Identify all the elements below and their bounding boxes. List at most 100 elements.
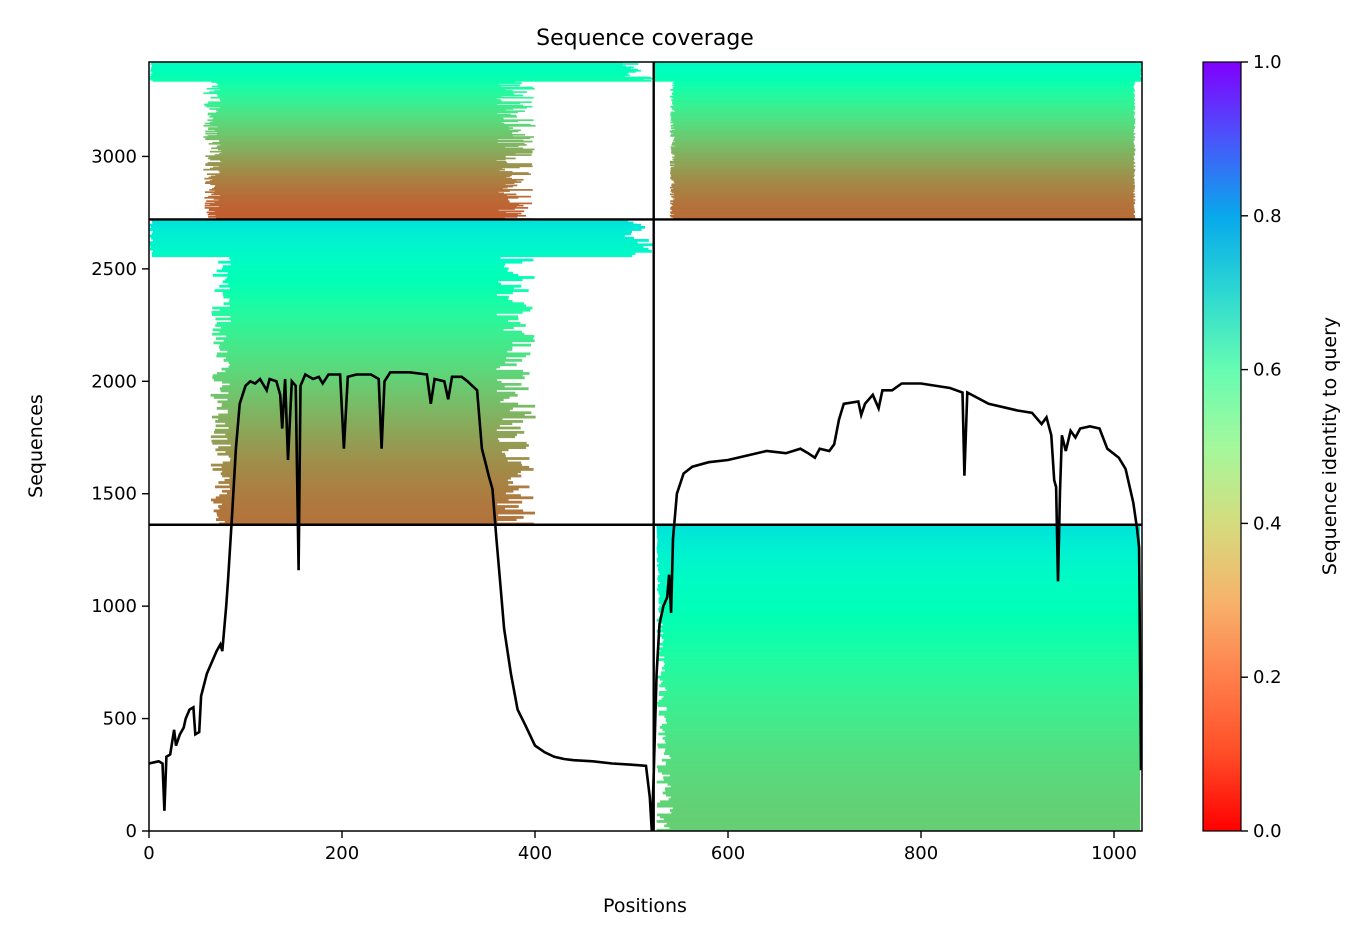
- coverage-band: [660, 682, 1141, 686]
- coverage-band: [671, 210, 1135, 213]
- coverage-band: [662, 791, 1141, 795]
- coverage-band: [670, 190, 1135, 192]
- coverage-band: [670, 174, 1135, 177]
- y-tick-label: 1500: [91, 484, 137, 505]
- coverage-band: [204, 182, 515, 185]
- coverage-band: [671, 117, 1134, 119]
- coverage-band: [674, 136, 1136, 138]
- coverage-band: [215, 496, 534, 500]
- coverage-band: [657, 568, 1141, 572]
- coverage-band: [213, 509, 524, 513]
- coverage-band: [672, 153, 1136, 155]
- coverage-band: [671, 185, 1136, 188]
- coverage-band: [222, 470, 521, 474]
- coverage-band: [674, 165, 1136, 168]
- coverage-band: [660, 800, 1141, 804]
- coverage-band: [221, 489, 514, 493]
- coverage-band: [672, 102, 1135, 105]
- coverage-band: [213, 117, 503, 119]
- coverage-band: [213, 166, 520, 169]
- coverage-band: [226, 334, 535, 338]
- coverage-band: [657, 585, 1141, 589]
- coverage-band: [666, 822, 1141, 826]
- coverage-band: [214, 428, 497, 432]
- coverage-band: [670, 172, 1135, 174]
- coverage-band: [659, 572, 1141, 576]
- coverage-band: [674, 137, 1134, 140]
- coverage-band: [674, 85, 1134, 88]
- coverage-band: [657, 802, 1141, 806]
- coverage-band: [230, 315, 519, 319]
- coverage-band: [674, 163, 1134, 165]
- coverage-band: [661, 627, 1141, 631]
- coverage-band: [212, 178, 524, 181]
- coverage-band: [653, 67, 1142, 70]
- coverage-band: [671, 166, 1134, 169]
- coverage-band: [674, 145, 1135, 147]
- coverage-band: [669, 164, 1134, 167]
- coverage-band: [222, 385, 505, 388]
- coverage-band: [659, 594, 1141, 598]
- coverage-band: [670, 131, 1134, 134]
- coverage-band: [669, 774, 1141, 777]
- coverage-band: [671, 129, 1135, 132]
- coverage-band: [152, 239, 649, 242]
- colorbar-tick-label: 1.0: [1253, 52, 1282, 73]
- coverage-band: [656, 780, 1141, 784]
- coverage-band: [672, 101, 1135, 104]
- coverage-band: [222, 280, 499, 284]
- coverage-band: [219, 343, 531, 347]
- coverage-band: [672, 209, 1135, 212]
- coverage-band: [216, 146, 506, 149]
- coverage-band: [219, 507, 505, 511]
- coverage-band: [660, 603, 1141, 607]
- coverage-band: [671, 106, 1136, 109]
- coverage-band: [228, 426, 521, 430]
- coverage-band: [671, 191, 1134, 194]
- coverage-band: [657, 704, 1141, 707]
- coverage-band: [227, 437, 498, 441]
- coverage-band: [150, 69, 641, 72]
- coverage-band: [658, 712, 1141, 716]
- coverage-band: [660, 625, 1141, 629]
- coverage-band: [212, 85, 502, 88]
- coverage-band: [664, 824, 1141, 828]
- coverage-band: [672, 806, 1141, 810]
- coverage-band: [225, 369, 523, 373]
- coverage-band: [224, 478, 508, 482]
- coverage-band: [225, 278, 523, 282]
- coverage-band: [204, 202, 533, 205]
- coverage-band: [230, 319, 509, 323]
- coverage-band: [217, 513, 499, 517]
- coverage-band: [212, 313, 497, 316]
- coverage-band: [664, 730, 1141, 734]
- coverage-band: [661, 614, 1141, 618]
- coverage-band: [660, 649, 1141, 653]
- coverage-band: [661, 673, 1141, 677]
- coverage-band: [657, 658, 1141, 661]
- coverage-band: [217, 145, 519, 147]
- coverage-band: [209, 208, 515, 210]
- coverage-band: [220, 472, 518, 476]
- coverage-band: [219, 205, 517, 208]
- coverage-band: [218, 481, 514, 484]
- colorbar-axis: 0.0 0.2 0.4 0.6 0.8 1.0: [1241, 52, 1282, 842]
- coverage-band: [205, 132, 513, 135]
- coverage-band: [670, 169, 1136, 172]
- coverage-band: [217, 452, 506, 456]
- coverage-band: [673, 94, 1135, 97]
- coverage-band: [664, 739, 1141, 742]
- coverage-band: [657, 555, 1141, 559]
- coverage-band: [671, 147, 1135, 150]
- coverage-band: [658, 570, 1141, 574]
- coverage-band: [211, 147, 524, 150]
- coverage-band: [212, 306, 533, 310]
- coverage-band: [151, 236, 634, 240]
- coverage-band: [218, 516, 524, 519]
- y-tick-label: 3000: [91, 146, 137, 167]
- coverage-band: [671, 99, 1135, 101]
- coverage-band: [223, 339, 535, 343]
- coverage-band: [673, 180, 1134, 182]
- coverage-band: [215, 174, 512, 177]
- coverage-band: [657, 743, 1141, 747]
